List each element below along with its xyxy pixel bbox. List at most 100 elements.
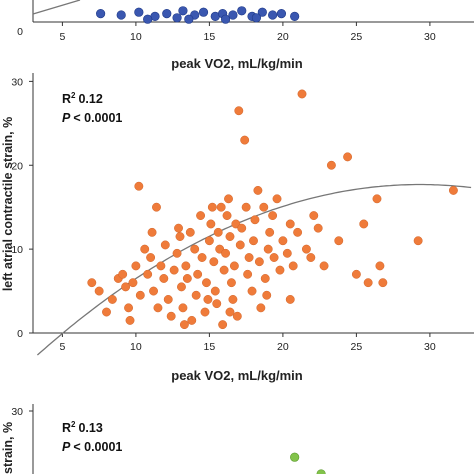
mid-point-102 xyxy=(125,315,135,325)
mid-point-90 xyxy=(319,261,329,271)
mid-point-82 xyxy=(285,219,295,229)
bot-y-tick-label: 30 xyxy=(11,406,23,418)
mid-point-75 xyxy=(265,227,275,237)
mid-y-tick-label-1: 10 xyxy=(11,244,23,256)
mid-point-106 xyxy=(262,290,272,300)
mid-r2-label: R xyxy=(62,92,71,106)
mid-point-61 xyxy=(237,223,247,233)
mid-y-ticks: 0 10 20 30 xyxy=(11,76,33,340)
mid-point-38 xyxy=(202,278,211,288)
mid-point-18 xyxy=(156,261,166,271)
mid-point-19 xyxy=(159,274,169,283)
top-point-18 xyxy=(143,14,153,24)
mid-point-67 xyxy=(249,236,258,246)
mid-point-41 xyxy=(207,202,217,212)
mid-point-54 xyxy=(227,278,236,288)
mid-point-103 xyxy=(174,223,183,233)
mid-point-86 xyxy=(301,244,311,254)
mid-point-27 xyxy=(178,303,188,313)
mid-y-tick-label-0: 0 xyxy=(17,328,23,340)
bot-p-annotation: P < 0.0001 xyxy=(62,440,122,454)
mid-point-10 xyxy=(134,181,144,191)
mid-point-21 xyxy=(163,295,173,304)
top-point-2 xyxy=(134,7,144,17)
bot-p-label: P xyxy=(62,440,71,454)
mid-point-65 xyxy=(244,253,254,262)
mid-point-11 xyxy=(135,290,145,300)
mid-point-31 xyxy=(187,315,197,325)
mid-p-label: P xyxy=(62,111,71,125)
top-panel: 0 5 10 15 20 25 30 peak VO2, mL/kg/min xyxy=(17,0,474,71)
mid-point-87 xyxy=(306,253,316,262)
mid-point-69 xyxy=(253,185,263,195)
mid-point-55 xyxy=(228,295,238,304)
mid-point-93 xyxy=(343,152,353,162)
bot-points xyxy=(290,452,326,474)
top-point-12 xyxy=(237,6,247,16)
mid-x-tick-label-2: 15 xyxy=(204,341,216,353)
mid-point-89 xyxy=(313,223,323,233)
mid-point-14 xyxy=(146,253,156,262)
mid-point-29 xyxy=(182,274,192,283)
mid-points xyxy=(87,89,458,330)
mid-point-85 xyxy=(297,89,307,99)
mid-point-28 xyxy=(181,261,191,271)
mid-point-92 xyxy=(334,236,344,246)
mid-point-12 xyxy=(140,244,150,254)
bot-y-axis-label: strain, % xyxy=(1,422,15,474)
mid-x-tick-label-1: 10 xyxy=(130,341,142,353)
mid-point-81 xyxy=(282,248,292,258)
mid-point-48 xyxy=(218,320,228,330)
mid-point-1 xyxy=(94,286,104,296)
mid-point-3 xyxy=(107,295,117,304)
mid-point-49 xyxy=(219,265,229,275)
mid-point-42 xyxy=(209,257,219,267)
mid-point-94 xyxy=(351,269,361,279)
mid-point-6 xyxy=(121,282,131,292)
top-points xyxy=(96,6,300,24)
mid-point-36 xyxy=(197,253,207,262)
mid-point-109 xyxy=(179,320,189,330)
mid-r2-superscript: 2 xyxy=(71,91,76,100)
mid-point-96 xyxy=(363,278,373,288)
mid-point-20 xyxy=(160,240,170,250)
bot-point-1 xyxy=(316,469,326,474)
top-x-tick-label-4: 25 xyxy=(351,31,363,43)
top-x-tick-label-3: 20 xyxy=(277,31,289,43)
mid-point-8 xyxy=(128,278,138,288)
mid-point-98 xyxy=(375,261,385,271)
mid-point-100 xyxy=(413,236,423,246)
mid-p-annotation: P < 0.0001 xyxy=(62,111,122,125)
mid-point-107 xyxy=(285,295,295,304)
mid-point-91 xyxy=(326,160,336,170)
mid-point-17 xyxy=(153,303,163,313)
top-point-14 xyxy=(257,7,267,17)
mid-y-tick-label-3: 30 xyxy=(11,76,23,88)
mid-point-99 xyxy=(378,278,388,288)
mid-point-50 xyxy=(221,248,231,258)
top-x-tick-label-0: 5 xyxy=(59,31,65,43)
mid-point-45 xyxy=(213,227,223,237)
bot-r2-value: 0.13 xyxy=(78,421,102,435)
mid-point-34 xyxy=(193,269,203,279)
mid-x-axis-label: peak VO2, mL/kg/min xyxy=(171,368,303,383)
mid-point-22 xyxy=(166,311,176,321)
mid-point-95 xyxy=(359,219,369,229)
mid-fit-curve xyxy=(36,183,472,356)
mid-point-71 xyxy=(256,303,266,313)
mid-point-64 xyxy=(243,269,253,279)
mid-point-15 xyxy=(147,227,157,237)
mid-point-105 xyxy=(225,307,235,317)
mid-point-37 xyxy=(200,307,210,317)
mid-point-51 xyxy=(222,211,232,221)
mid-point-73 xyxy=(260,274,270,283)
top-fit-curve xyxy=(32,0,81,15)
mid-point-25 xyxy=(175,232,185,241)
mid-x-tick-label-5: 30 xyxy=(424,341,436,353)
mid-y-axis-label: left atrial contractile strain, % xyxy=(1,117,15,291)
top-point-11 xyxy=(228,10,238,20)
mid-point-84 xyxy=(293,227,303,237)
mid-point-77 xyxy=(269,253,279,262)
top-x-tick-label-1: 10 xyxy=(130,31,142,43)
